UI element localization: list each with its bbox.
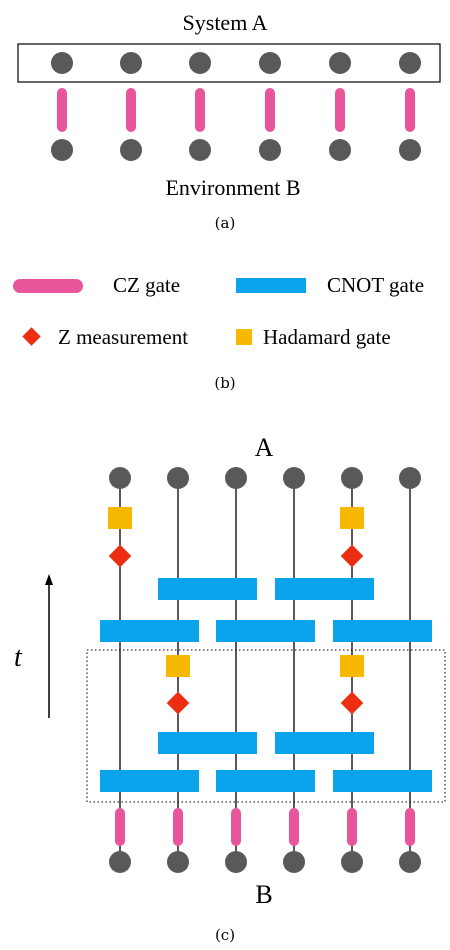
caption-b: (b) <box>214 374 235 392</box>
cz-gate <box>115 808 125 846</box>
cnot-gate <box>100 770 199 792</box>
environment-qubit <box>283 851 305 873</box>
cnot-gate <box>216 770 315 792</box>
cz-gate <box>195 88 205 132</box>
panel-c-qubits <box>109 467 421 873</box>
cz-gate-legend-symbol <box>13 279 83 293</box>
cz-gate <box>335 88 345 132</box>
cnot-gate <box>158 732 257 754</box>
caption-c: (c) <box>215 926 235 944</box>
cnot-gate <box>275 578 374 600</box>
environment-qubit <box>259 139 281 161</box>
cnot-gate <box>333 620 432 642</box>
cz-gate <box>405 808 415 846</box>
environment-qubit <box>51 139 73 161</box>
cnot-gate-legend-symbol <box>236 278 306 293</box>
cz-gate <box>347 808 357 846</box>
cz-gate <box>57 88 67 132</box>
environment-qubit <box>399 139 421 161</box>
panel-c-wires <box>119 478 411 862</box>
panel-c-hadamard-gates <box>108 507 364 677</box>
environment-qubit <box>109 851 131 873</box>
system-qubit <box>341 467 363 489</box>
cnot-gate <box>158 578 257 600</box>
hadamard-gate <box>340 655 364 677</box>
hadamard-gate-legend-symbol <box>236 329 252 345</box>
cz-gate <box>265 88 275 132</box>
cz-gate <box>231 808 241 846</box>
system-qubit <box>329 52 351 74</box>
hadamard-gate-legend-label: Hadamard gate <box>263 325 391 349</box>
circuit-bottom-label: B <box>255 880 272 909</box>
panel-a-qubits <box>51 52 421 161</box>
environment-qubit <box>225 851 247 873</box>
cnot-gate <box>216 620 315 642</box>
z-measurement <box>166 691 190 715</box>
system-qubit <box>51 52 73 74</box>
cz-gate <box>173 808 183 846</box>
panel-b-legend: CZ gate CNOT gate Z measurement Hadamard… <box>13 273 424 392</box>
cz-gate-legend-label: CZ gate <box>113 273 180 297</box>
hadamard-gate <box>166 655 190 677</box>
environment-qubit <box>120 139 142 161</box>
cnot-gate <box>100 620 199 642</box>
z-measurement-legend-label: Z measurement <box>58 325 188 349</box>
system-qubit <box>399 52 421 74</box>
hadamard-gate <box>340 507 364 529</box>
system-a-label: System A <box>183 10 268 35</box>
system-qubit <box>109 467 131 489</box>
z-measurement <box>108 544 132 568</box>
system-qubit <box>167 467 189 489</box>
environment-qubit <box>189 139 211 161</box>
system-qubit <box>225 467 247 489</box>
system-qubit <box>283 467 305 489</box>
z-measurement-legend-symbol <box>22 327 41 346</box>
environment-qubit <box>329 139 351 161</box>
environment-qubit <box>167 851 189 873</box>
repeated-layer-box <box>86 649 446 803</box>
panel-c-cz-gates <box>115 808 415 846</box>
system-qubit <box>259 52 281 74</box>
cnot-gate <box>275 732 374 754</box>
cz-gate <box>126 88 136 132</box>
time-arrow-head <box>45 574 53 585</box>
hadamard-gate <box>108 507 132 529</box>
panel-a: System A Environment B (a) <box>17 10 441 232</box>
environment-qubit <box>399 851 421 873</box>
system-qubit <box>189 52 211 74</box>
system-a-box <box>17 43 441 83</box>
environment-b-label: Environment B <box>165 175 300 200</box>
z-measurement <box>340 544 364 568</box>
system-qubit <box>399 467 421 489</box>
panel-c-cnot-gates <box>100 578 432 792</box>
caption-a: (a) <box>215 214 236 232</box>
cz-gate <box>289 808 299 846</box>
cnot-gate-legend-label: CNOT gate <box>327 273 424 297</box>
environment-qubit <box>341 851 363 873</box>
cnot-gate <box>333 770 432 792</box>
z-measurement <box>340 691 364 715</box>
panel-c: A t B (c) <box>14 433 446 944</box>
cz-gate <box>405 88 415 132</box>
circuit-top-label: A <box>255 433 274 462</box>
system-qubit <box>120 52 142 74</box>
time-label: t <box>14 642 23 673</box>
